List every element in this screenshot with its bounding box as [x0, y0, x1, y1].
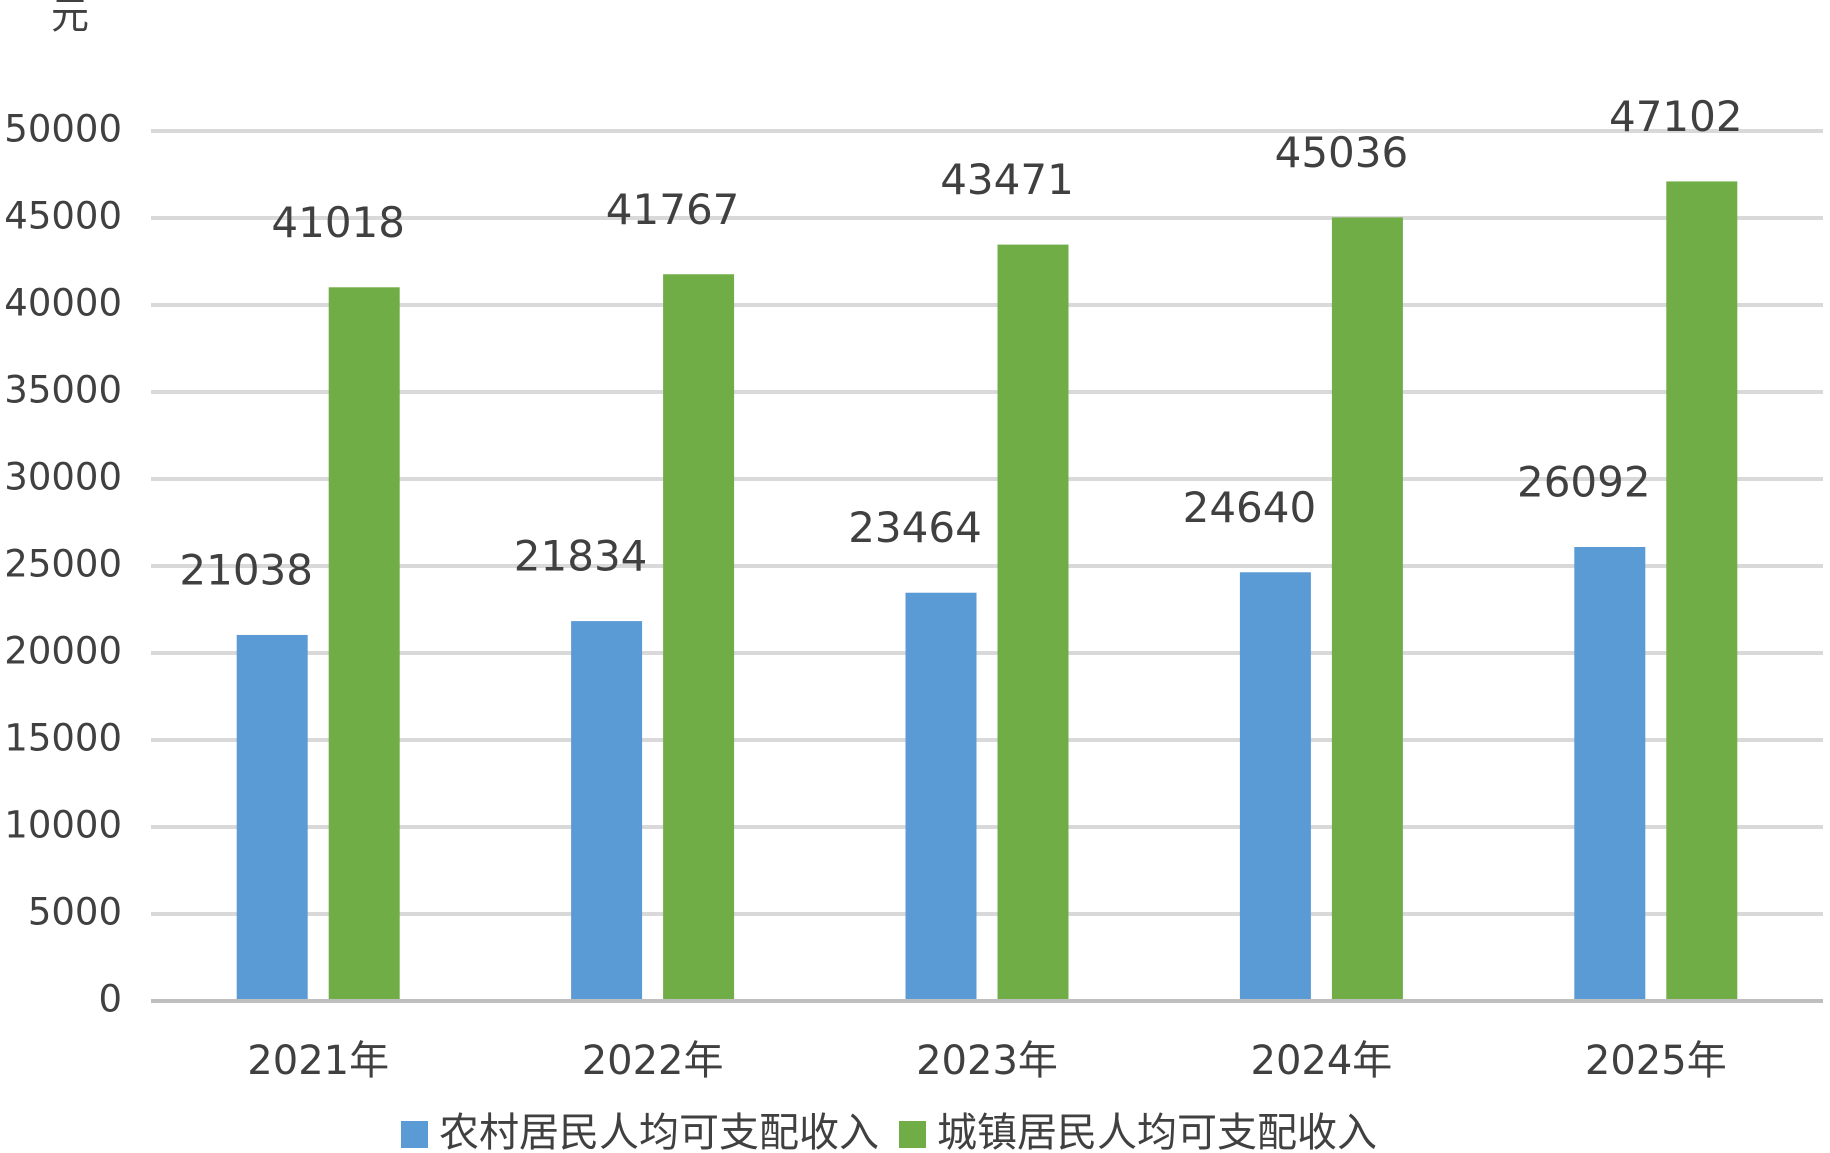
bar [1331, 217, 1403, 1001]
bar [236, 634, 308, 1001]
bar [663, 274, 735, 1001]
y-tick-label: 5000 [28, 891, 122, 934]
y-tick-label: 15000 [4, 717, 122, 760]
y-tick-label: 40000 [4, 282, 122, 325]
data-label: 26092 [1517, 457, 1651, 506]
legend-label: 农村居民人均可支配收入 [439, 1110, 879, 1153]
data-label: 41018 [271, 198, 405, 247]
bar [905, 592, 977, 1001]
bar [1574, 546, 1646, 1001]
y-tick-label: 25000 [4, 543, 122, 586]
y-tick-label: 0 [98, 978, 122, 1021]
x-tick-label: 2024年 [1251, 1038, 1393, 1084]
bar [328, 287, 400, 1001]
y-tick-label: 30000 [4, 456, 122, 499]
data-label: 45036 [1275, 128, 1409, 177]
y-tick-label: 45000 [4, 195, 122, 238]
bar [1239, 572, 1311, 1001]
y-tick-label: 35000 [4, 369, 122, 412]
bar [1666, 181, 1738, 1002]
legend-swatch [899, 1121, 926, 1148]
y-tick-label: 10000 [4, 804, 122, 847]
data-label: 23464 [848, 503, 982, 552]
data-label: 41767 [606, 185, 740, 234]
bar [997, 244, 1069, 1001]
y-tick-label: 20000 [4, 630, 122, 673]
y-axis-label: 元 [51, 0, 89, 38]
legend-swatch [401, 1121, 428, 1148]
data-label: 24640 [1183, 483, 1317, 532]
x-tick-label: 2021年 [247, 1038, 389, 1084]
data-label: 21038 [179, 545, 313, 594]
legend-label: 城镇居民人均可支配收入 [937, 1110, 1377, 1153]
x-tick-label: 2025年 [1585, 1038, 1727, 1084]
y-tick-label: 50000 [4, 108, 122, 151]
x-tick-label: 2022年 [582, 1038, 724, 1084]
bar [571, 621, 643, 1001]
x-tick-label: 2023年 [916, 1038, 1058, 1084]
data-label: 21834 [514, 532, 648, 581]
data-label: 47102 [1609, 92, 1743, 141]
data-label: 43471 [940, 155, 1074, 204]
